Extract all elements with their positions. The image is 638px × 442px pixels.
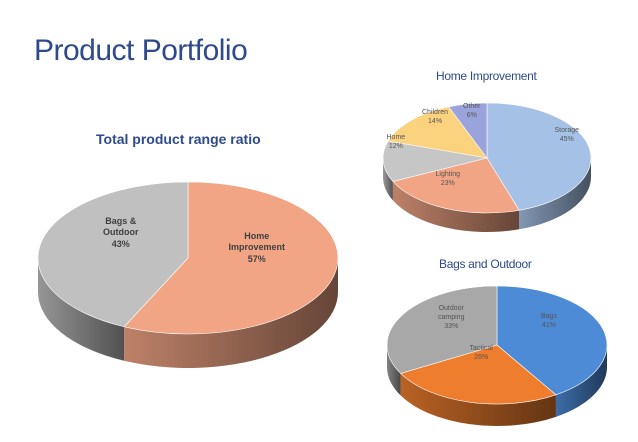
slice-side-home-improvement [124,258,338,368]
slice-label-other: Other 6% [463,103,481,121]
slice-label-name: Outdoor [103,227,139,238]
page-title: Product Portfolio [34,34,248,67]
slice-label-name: Outdoor [438,305,464,312]
slice-side-bags-outdoor [38,258,125,361]
slice-label-value: 6% [466,111,477,119]
slice-storage [486,102,592,211]
slice-side-storage [519,158,591,230]
slice-bags [496,285,608,396]
slice-label-children: Children 14% [422,109,448,127]
pie-home-improvement [382,102,592,232]
slice-label-value: 45% [559,135,574,143]
slice-label-storage: Storage 45% [555,127,580,145]
slice-label-name: Home [244,231,270,241]
slice-side-outdoor-camping [387,345,401,396]
slice-label-value: 57% [247,253,266,264]
slice-bags-outdoor [37,181,189,328]
slice-side-tactical [400,373,556,426]
slice-children [387,106,488,159]
slice-label-value: 43% [111,238,130,249]
pie-total-product-range-ratio [37,181,339,368]
slice-other [448,102,488,159]
slice-side-lighting [392,181,520,232]
chart-title-total: Total product range ratio [96,131,261,147]
slice-label-name: Other [463,103,481,110]
slice-label-name: Home [386,134,406,141]
slice-label-value: 41% [541,321,556,329]
slice-label-lighting: Lighting 23% [436,171,461,189]
slice-label-name: Bags & [105,216,137,226]
slice-home-improvement [123,181,339,335]
slice-side-home [383,158,393,201]
slice-label-name: Tactical [469,345,493,352]
slice-label-value: 26% [474,353,489,361]
slice-label-bags: Bags 41% [541,313,557,331]
slice-label-name: Children [422,109,449,116]
slice-label-name: Lighting [435,171,461,178]
slice-label-name: Bags [541,313,557,320]
slice-home [382,140,488,182]
slice-label-value: 14% [428,117,443,125]
slice-label-outdoor-camping: Outdoor camping 33% [438,305,464,331]
slice-side-bags [555,345,607,417]
chart-title-bags-outdoor: Bags and Outdoor [439,257,532,271]
slice-label-bags-outdoor: Bags & Outdoor 43% [103,216,139,250]
slice-label-tactical: Tactical 26% [470,345,493,363]
slice-label-value: 33% [444,322,459,330]
slice-label-name: camping [438,313,465,321]
slice-label-value: 12% [388,142,403,150]
slice-label-home: Home 12% [387,134,406,152]
slice-outdoor-camping [386,285,498,374]
slice-lighting [392,157,520,214]
slice-label-home-improvement: Home Improvement 57% [229,231,286,265]
pie-bags-and-outdoor [386,285,608,426]
slice-label-value: 23% [440,179,455,187]
slice-tactical [400,344,557,405]
slice-label-name: Storage [554,127,580,134]
chart-title-home-improvement: Home Improvement [436,69,537,83]
slice-label-name: Improvement [228,242,286,253]
